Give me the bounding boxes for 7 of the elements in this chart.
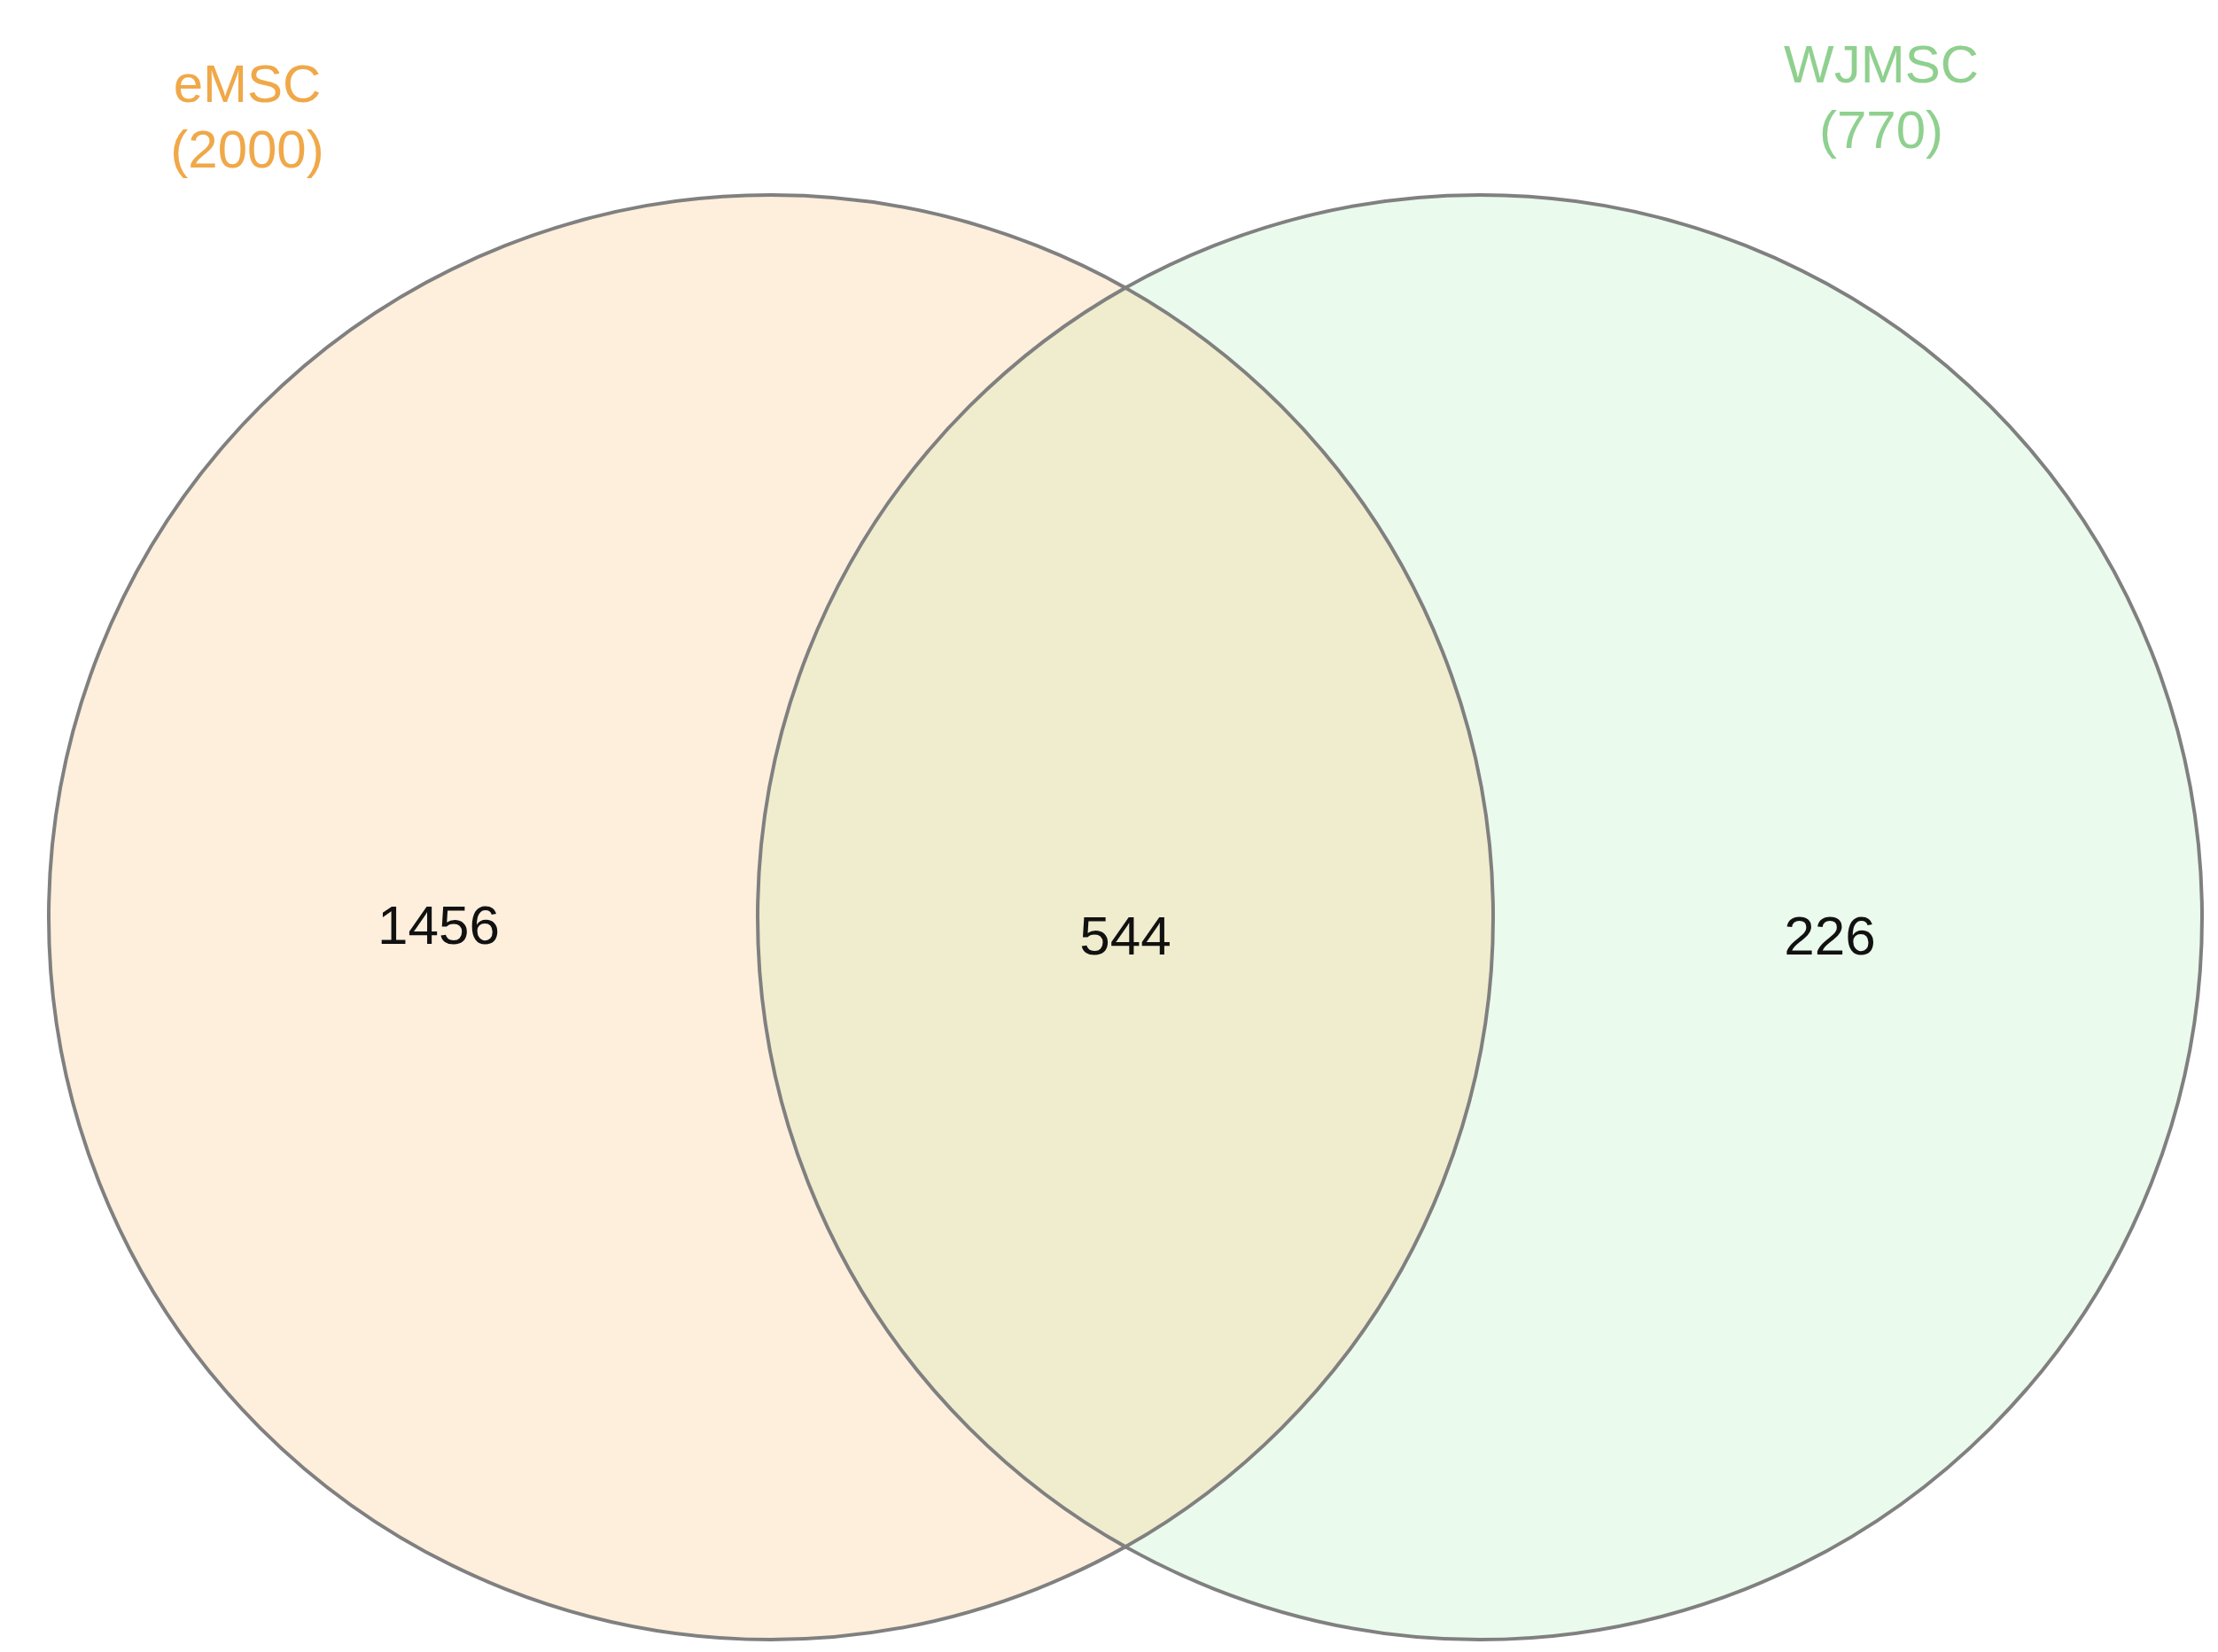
text: (2000) <box>170 120 324 179</box>
data-label: 1456 <box>377 894 500 955</box>
text: WJMSC <box>1784 35 1979 94</box>
text: (770) <box>1818 100 1944 160</box>
text: eMSC <box>173 54 322 113</box>
data-label: 544 <box>1079 905 1171 966</box>
data-label: 226 <box>1784 905 1876 966</box>
